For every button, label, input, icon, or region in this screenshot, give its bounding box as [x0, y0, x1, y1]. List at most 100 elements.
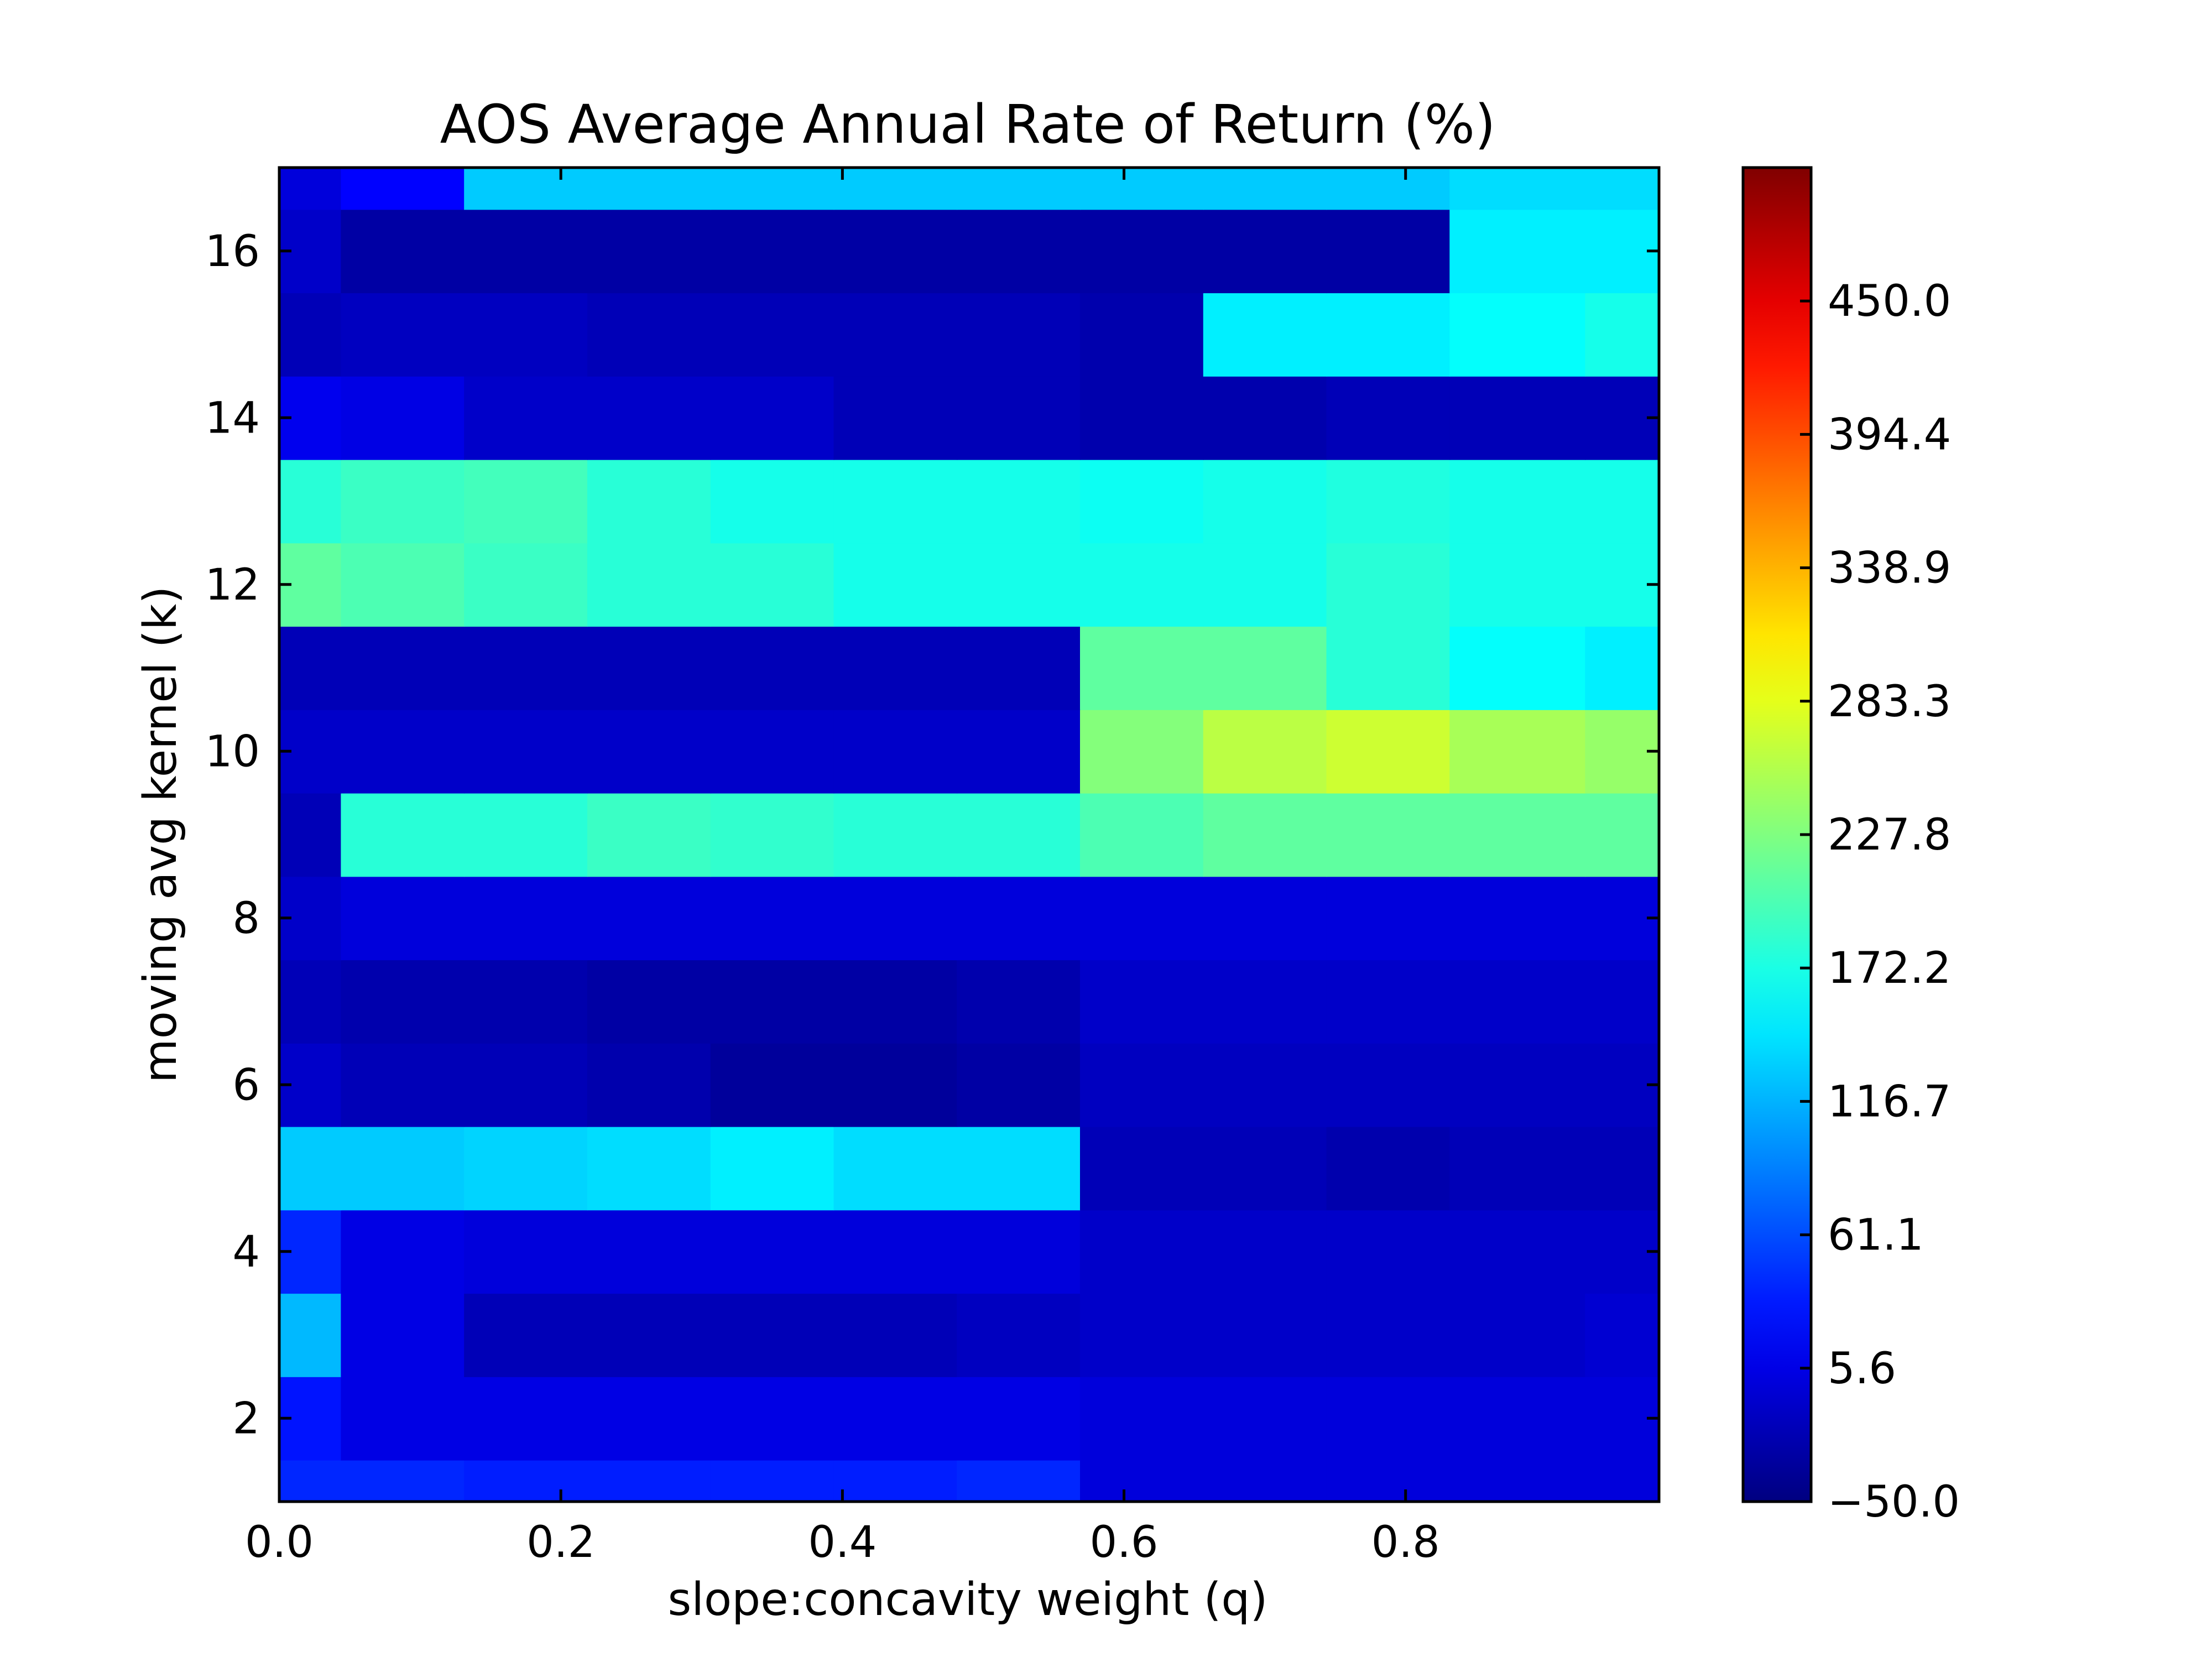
x-axis: 0.0 0.2 0.4 0.6 0.8: [245, 168, 1440, 1567]
heatmap-cell: [1326, 543, 1451, 627]
heatmap-cell: [1585, 1293, 1659, 1377]
x-tick-label: 0.0: [245, 1518, 314, 1567]
heatmap-cell: [1585, 1210, 1659, 1294]
heatmap-cell: [1203, 209, 1327, 294]
heatmap-cell: [341, 709, 465, 794]
heatmap-cell: [1203, 1293, 1327, 1377]
heatmap-cell: [1449, 1293, 1586, 1377]
heatmap-cell: [1079, 1043, 1204, 1127]
heatmap-cell: [957, 626, 1081, 710]
heatmap-cell: [1326, 626, 1451, 710]
heatmap-cell: [587, 1376, 711, 1461]
heatmap-cell: [1203, 459, 1327, 544]
heatmap-cell: [833, 1043, 958, 1127]
heatmap-cell: [1326, 293, 1451, 377]
heatmap-cell: [587, 1293, 711, 1377]
heatmap-cell: [1449, 1376, 1586, 1461]
colorbar-tick-label: 172.2: [1828, 944, 1951, 993]
heatmap-cell: [710, 1293, 834, 1377]
heatmap-cell: [833, 543, 958, 627]
heatmap-cell: [341, 1043, 465, 1127]
heatmap-cell: [341, 876, 465, 961]
y-tick-label: 12: [205, 560, 260, 610]
heatmap-cell: [1203, 709, 1327, 794]
heatmap-cell: [1203, 1126, 1327, 1211]
heatmap-cell: [957, 960, 1081, 1044]
heatmap-cell: [710, 209, 834, 294]
heatmap-cell: [710, 543, 834, 627]
heatmap-cell: [341, 1210, 465, 1294]
heatmap-cell: [710, 709, 834, 794]
heatmap-cell: [1203, 168, 1327, 210]
colorbar-tick-label: 283.3: [1828, 677, 1951, 727]
heatmap-cell: [1449, 960, 1586, 1044]
heatmap-cell: [587, 293, 711, 377]
heatmap-cell: [957, 376, 1081, 460]
heatmap-cell: [279, 626, 342, 710]
heatmap-cell: [1449, 1126, 1586, 1211]
heatmap-cell: [341, 793, 465, 877]
heatmap-cell: [464, 793, 588, 877]
heatmap-cell: [1449, 209, 1586, 294]
heatmap-cell: [464, 543, 588, 627]
heatmap-cell: [833, 709, 958, 794]
heatmap-cell: [464, 1126, 588, 1211]
heatmap-cell: [1585, 793, 1659, 877]
heatmap-cell: [957, 1043, 1081, 1127]
heatmap-cell: [1079, 1460, 1204, 1502]
heatmap-cell: [710, 459, 834, 544]
heatmap-cell: [341, 1460, 465, 1502]
heatmap-cell: [1203, 960, 1327, 1044]
colorbar-tick-label: 227.8: [1828, 810, 1951, 860]
heatmap-cell: [1203, 1460, 1327, 1502]
heatmap-cell: [464, 293, 588, 377]
heatmap-cell: [1326, 1376, 1451, 1461]
heatmap-cell: [1449, 1460, 1586, 1502]
heatmap-cell: [1449, 543, 1586, 627]
heatmap-cell: [1585, 209, 1659, 294]
heatmap-cell: [279, 168, 342, 210]
heatmap-cells: [279, 168, 1659, 1502]
heatmap-cell: [1585, 168, 1659, 210]
heatmap-cell: [1203, 1043, 1327, 1127]
heatmap-cell: [833, 626, 958, 710]
heatmap-cell: [833, 459, 958, 544]
x-tick-label: 0.2: [526, 1518, 595, 1567]
heatmap-cell: [833, 1126, 958, 1211]
heatmap-cell: [279, 960, 342, 1044]
heatmap-cell: [957, 168, 1081, 210]
heatmap-cell: [587, 876, 711, 961]
heatmap-cell: [833, 209, 958, 294]
heatmap-cell: [279, 459, 342, 544]
heatmap-cell: [833, 793, 958, 877]
heatmap-cell: [341, 626, 465, 710]
heatmap-cell: [1326, 376, 1451, 460]
heatmap-cell: [341, 459, 465, 544]
heatmap-cell: [1326, 960, 1451, 1044]
heatmap-cell: [1585, 709, 1659, 794]
heatmap-cell: [1585, 1043, 1659, 1127]
heatmap-cell: [587, 626, 711, 710]
heatmap-cell: [464, 1460, 588, 1502]
heatmap-cell: [1079, 543, 1204, 627]
heatmap-cell: [587, 168, 711, 210]
heatmap-cell: [710, 626, 834, 710]
heatmap-cell: [957, 1293, 1081, 1377]
heatmap-cell: [1585, 876, 1659, 961]
y-tick-label: 16: [205, 227, 260, 277]
chart-title: AOS Average Annual Rate of Return (%): [440, 93, 1496, 155]
heatmap-cell: [587, 376, 711, 460]
heatmap-cell: [957, 876, 1081, 961]
colorbar-tick-label: 5.6: [1828, 1344, 1896, 1394]
heatmap-cell: [957, 1210, 1081, 1294]
heatmap-cell: [957, 543, 1081, 627]
heatmap-cell: [1585, 626, 1659, 710]
heatmap-cell: [1449, 1210, 1586, 1294]
heatmap-cell: [587, 1126, 711, 1211]
heatmap-cell: [1585, 543, 1659, 627]
heatmap-cell: [833, 376, 958, 460]
heatmap-cell: [587, 960, 711, 1044]
heatmap-cell: [341, 960, 465, 1044]
heatmap-cell: [1203, 376, 1327, 460]
heatmap-cell: [710, 168, 834, 210]
